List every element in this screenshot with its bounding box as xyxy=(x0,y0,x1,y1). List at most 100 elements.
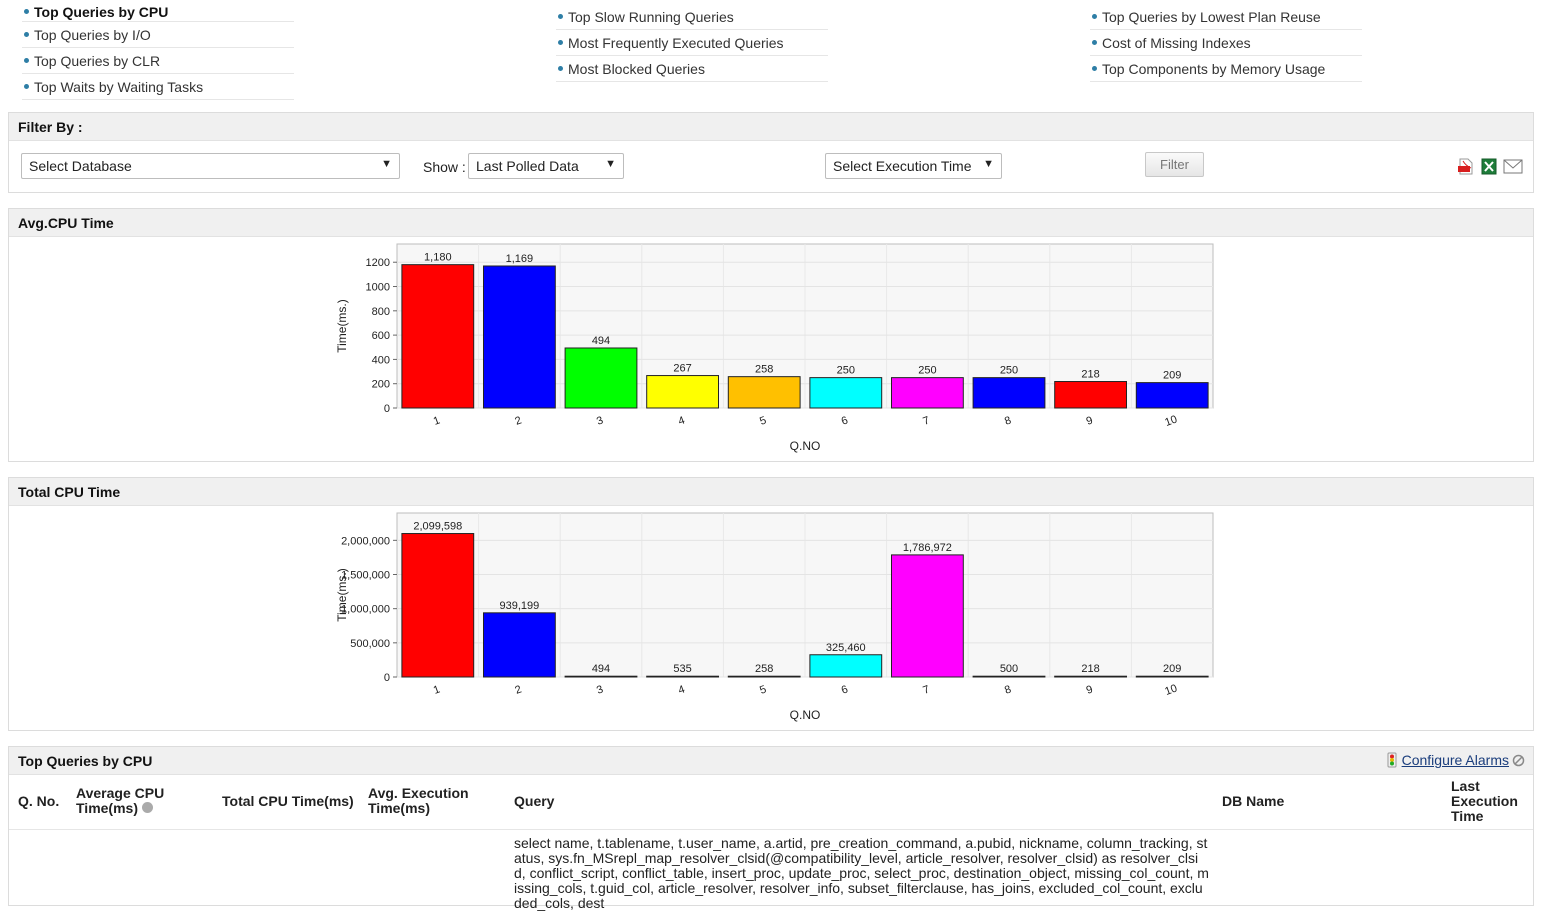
y-tick-label: 1200 xyxy=(366,257,390,269)
disable-icon[interactable] xyxy=(1512,754,1525,767)
x-axis-title: Q.NO xyxy=(790,439,821,453)
dropdown-arrow-icon: ▼ xyxy=(983,158,994,170)
bar-q5 xyxy=(727,376,801,409)
database-select[interactable]: Select Database ▼ xyxy=(21,153,400,179)
nav-link-most-frequent[interactable]: Most Frequently Executed Queries xyxy=(556,30,828,56)
nav-link-top-queries-cpu[interactable]: Top Queries by CPU xyxy=(22,2,294,22)
execution-time-select[interactable]: Select Execution Time ▼ xyxy=(825,153,1002,179)
bullet-icon xyxy=(24,58,29,63)
y-tick-label: 500,000 xyxy=(350,638,390,650)
total-cpu-title: Total CPU Time xyxy=(9,478,1533,506)
data-label-q3: 494 xyxy=(592,663,610,675)
data-label-q10: 209 xyxy=(1163,663,1181,675)
bullet-icon xyxy=(558,14,563,19)
y-tick-label: 800 xyxy=(372,306,390,318)
show-label: Show : xyxy=(423,159,466,175)
y-tick-label: 0 xyxy=(384,403,390,415)
nav-link-top-queries-clr[interactable]: Top Queries by CLR xyxy=(22,48,294,74)
data-label-q8: 500 xyxy=(1000,663,1018,675)
x-tick-label: 5 xyxy=(758,683,768,696)
x-tick-label: 8 xyxy=(1003,414,1013,427)
x-tick-label: 9 xyxy=(1085,414,1095,427)
data-label-q6: 325,460 xyxy=(826,642,866,654)
data-label-q5: 258 xyxy=(755,663,773,675)
bullet-icon xyxy=(1092,66,1097,71)
y-tick-label: 200 xyxy=(372,379,390,391)
x-tick-label: 10 xyxy=(1163,682,1179,697)
total-cpu-chart: 0 500,000 1,000,000 1,500,000 2,000,000 2,099… xyxy=(335,512,1214,722)
nav-link-lowest-plan-reuse[interactable]: Top Queries by Lowest Plan Reuse xyxy=(1090,4,1362,30)
x-tick-label: 2 xyxy=(513,414,523,427)
x-tick-label: 5 xyxy=(758,414,768,427)
col-header-total-cpu[interactable]: Total CPU Time(ms) xyxy=(222,793,354,809)
x-tick-label: 10 xyxy=(1163,413,1179,428)
bar-q1 xyxy=(401,264,475,409)
y-tick-label: 1000 xyxy=(366,282,390,294)
nav-column-2: Top Slow Running Queries Most Frequently… xyxy=(556,4,828,82)
filter-panel: Filter By : Select Database ▼ Show : Las… xyxy=(8,112,1534,193)
bar-q6 xyxy=(809,377,883,409)
y-tick-label: 1,500,000 xyxy=(341,570,390,582)
configure-alarms: Configure Alarms xyxy=(1387,752,1525,768)
excel-export-icon[interactable] xyxy=(1480,158,1498,175)
filter-title: Filter By : xyxy=(9,113,1533,141)
dropdown-arrow-icon: ▼ xyxy=(605,158,616,170)
x-axis-title: Q.NO xyxy=(790,708,821,722)
x-tick-label: 9 xyxy=(1085,683,1095,696)
col-header-last-exec[interactable]: Last Execution Time xyxy=(1451,778,1518,824)
bar-q2 xyxy=(482,612,556,678)
avg-cpu-title: Avg.CPU Time xyxy=(9,209,1533,237)
y-tick-label: 1,000,000 xyxy=(341,604,390,616)
nav-link-most-blocked[interactable]: Most Blocked Queries xyxy=(556,56,828,82)
y-tick-label: 0 xyxy=(384,672,390,684)
total-cpu-panel: Total CPU Time 0 500,000 1,000,000 1,500,00… xyxy=(8,477,1534,731)
data-label-q7: 250 xyxy=(918,365,936,377)
bar-q3 xyxy=(564,347,638,409)
nav-column-3: Top Queries by Lowest Plan Reuse Cost of… xyxy=(1090,4,1362,82)
data-label-q2: 1,169 xyxy=(506,253,534,265)
bar-q8 xyxy=(972,377,1046,409)
pdf-export-icon[interactable] xyxy=(1457,158,1475,175)
y-tick-label: 400 xyxy=(372,354,390,366)
nav-link-memory-usage[interactable]: Top Components by Memory Usage xyxy=(1090,56,1362,82)
filter-button[interactable]: Filter xyxy=(1145,152,1204,177)
data-label-q1: 1,180 xyxy=(424,252,452,264)
bullet-icon xyxy=(1092,14,1097,19)
bar-q9 xyxy=(1054,675,1128,678)
col-header-avg-exec[interactable]: Avg. Execution Time(ms) xyxy=(368,785,469,816)
bar-q4 xyxy=(646,375,720,409)
bullet-icon xyxy=(1092,40,1097,45)
col-header-db-name[interactable]: DB Name xyxy=(1222,793,1285,809)
data-label-q9: 218 xyxy=(1081,663,1099,675)
y-tick-label: 600 xyxy=(372,330,390,342)
data-label-q3: 494 xyxy=(592,335,610,347)
col-header-avg-cpu[interactable]: Average CPU Time(ms) xyxy=(76,785,165,816)
col-header-qno[interactable]: Q. No. xyxy=(18,793,60,809)
nav-link-top-queries-io[interactable]: Top Queries by I/O xyxy=(22,22,294,48)
x-tick-label: 3 xyxy=(595,683,605,696)
bar-q7 xyxy=(890,377,964,409)
table-title: Top Queries by CPU Configure Alarms xyxy=(9,747,1533,775)
email-icon[interactable] xyxy=(1503,158,1523,175)
configure-alarms-link[interactable]: Configure Alarms xyxy=(1401,752,1509,768)
nav-link-top-waits[interactable]: Top Waits by Waiting Tasks xyxy=(22,74,294,100)
x-tick-label: 7 xyxy=(921,414,931,427)
bar-q9 xyxy=(1054,381,1128,409)
traffic-light-icon xyxy=(1387,752,1397,768)
dropdown-arrow-icon: ▼ xyxy=(381,158,392,170)
avg-cpu-panel: Avg.CPU Time 0 200 400 600 800 1000 1200 1,180 1… xyxy=(8,208,1534,462)
x-tick-label: 4 xyxy=(677,414,687,427)
nav-link-slow-running[interactable]: Top Slow Running Queries xyxy=(556,4,828,30)
data-label-q6: 250 xyxy=(837,365,855,377)
bullet-icon xyxy=(24,84,29,89)
bar-q2 xyxy=(482,265,556,409)
data-label-q7: 1,786,972 xyxy=(903,542,952,554)
data-label-q5: 258 xyxy=(755,364,773,376)
data-label-q10: 209 xyxy=(1163,370,1181,382)
show-period-select[interactable]: Last Polled Data ▼ xyxy=(468,153,624,179)
col-header-query[interactable]: Query xyxy=(514,793,555,809)
data-label-q8: 250 xyxy=(1000,365,1018,377)
nav-link-missing-indexes[interactable]: Cost of Missing Indexes xyxy=(1090,30,1362,56)
x-tick-label: 7 xyxy=(921,683,931,696)
x-tick-label: 8 xyxy=(1003,683,1013,696)
